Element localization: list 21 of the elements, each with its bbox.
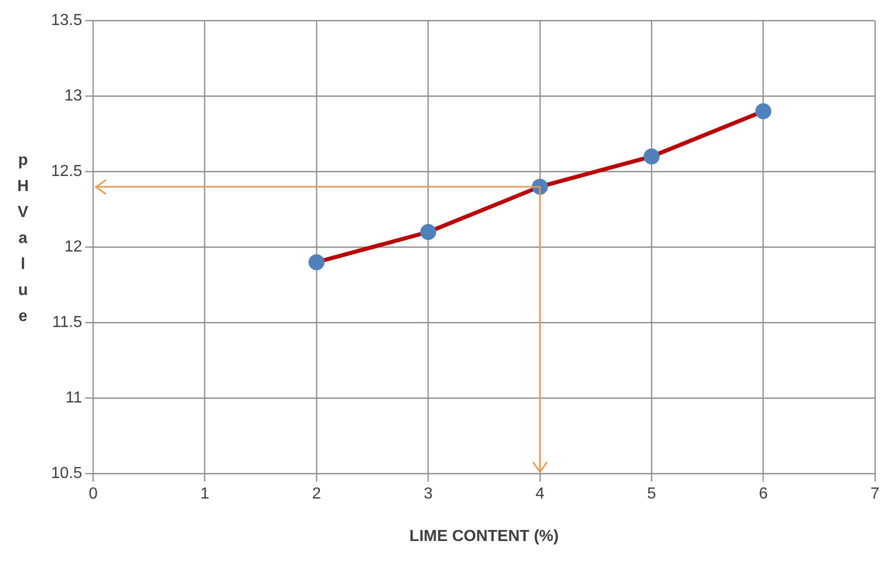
point bbox=[420, 224, 436, 240]
x-tick-label: 7 bbox=[870, 486, 880, 503]
y-tick-label: 11.5 bbox=[52, 314, 82, 332]
x-tick-label: 5 bbox=[647, 486, 656, 503]
x-tick-label: 4 bbox=[535, 486, 544, 503]
y-tick-label: 12.5 bbox=[51, 163, 82, 180]
point bbox=[308, 254, 325, 270]
x-axis-title: LIME CONTENT (%) bbox=[409, 528, 559, 545]
point bbox=[755, 103, 772, 120]
x-tick-label: 6 bbox=[758, 486, 768, 503]
x-tick-label: 2 bbox=[312, 486, 322, 503]
y-tick-label: 10.5 bbox=[51, 465, 82, 482]
y-tick-label: 11 bbox=[66, 390, 82, 407]
x-tick-label: 1 bbox=[200, 486, 210, 503]
y-axis-title: pH Value bbox=[16, 151, 30, 327]
y-tick-label: 12 bbox=[64, 238, 82, 256]
y-tick-label: 13 bbox=[64, 88, 82, 105]
y-tick-label: 13.5 bbox=[51, 12, 82, 30]
x-tick-label: 3 bbox=[424, 486, 433, 503]
x-tick-label: 0 bbox=[88, 486, 98, 503]
point bbox=[644, 148, 660, 164]
